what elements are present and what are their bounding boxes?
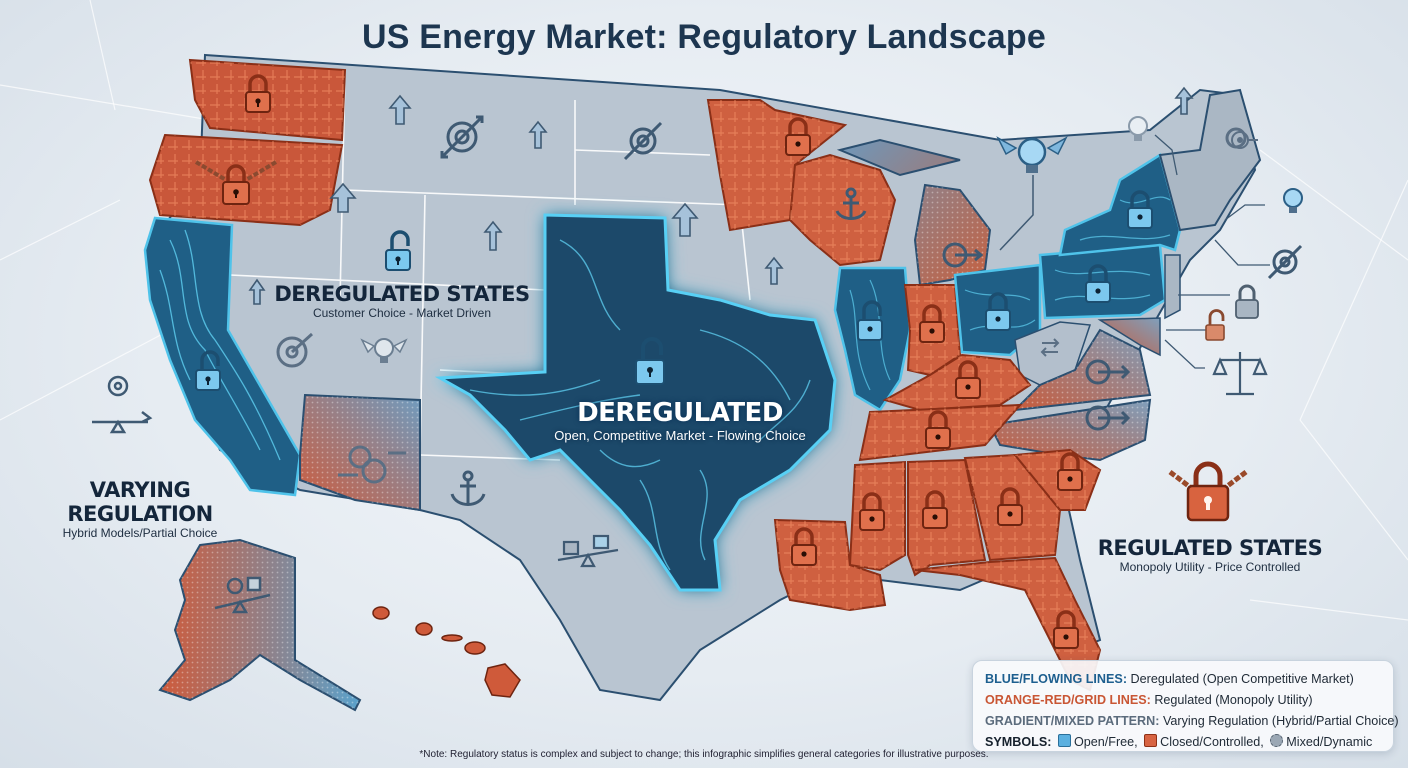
footnote: *Note: Regulatory status is complex and … [419, 749, 989, 760]
regulated-states-label: REGULATED STATES Monopoly Utility - Pric… [1090, 536, 1330, 574]
regulated-states-title: REGULATED STATES [1097, 536, 1323, 560]
texas-subtitle: Open, Competitive Market - Flowing Choic… [554, 428, 806, 443]
chained-lock-icon [1168, 461, 1248, 522]
gear-icon [1085, 405, 1131, 431]
legend-row-symbols: SYMBOLS: Open/Free, Closed/Controlled, M… [985, 732, 1381, 753]
chained-lock-icon [194, 160, 278, 205]
closed-lock-icon [985, 292, 1011, 331]
closed-lock-icon [859, 492, 885, 531]
state-new-jersey [1164, 254, 1181, 320]
gear-icon [338, 445, 406, 484]
deregulated-states-title: DEREGULATED STATES [274, 282, 530, 306]
closed-lock-icon [955, 360, 981, 399]
legend-key: GRADIENT/MIXED PATTERN: [985, 714, 1160, 728]
open-lock-icon [385, 230, 411, 271]
balance-scale-icon [214, 576, 271, 614]
anchor-icon [450, 470, 486, 506]
open-lock-icon [1057, 734, 1071, 747]
closed-lock-icon [1053, 610, 1079, 649]
closed-lock-icon [1085, 264, 1111, 303]
lightbulb-icon [1283, 188, 1303, 213]
deregulated-states-subtitle: Customer Choice - Market Driven [312, 306, 492, 320]
closed-lock-icon [245, 74, 271, 113]
open-lock-icon [857, 300, 883, 341]
legend-key: SYMBOLS: [985, 735, 1052, 749]
open-lock-icon [195, 350, 221, 391]
legend-text: Deregulated (Open Competitive Market) [1130, 672, 1354, 686]
varying-regulation-label: VARYING REGULATION Hybrid Models/Partial… [40, 478, 240, 540]
open-lock-icon [1205, 309, 1225, 341]
varying-subtitle: Hybrid Models/Partial Choice [62, 526, 218, 540]
deregulated-states-label: DEREGULATED STATES Customer Choice - Mar… [272, 282, 532, 320]
varying-title-line2: REGULATION [67, 502, 213, 526]
symbol-closed-label: Closed/Controlled, [1160, 735, 1264, 749]
legend-row-varying: GRADIENT/MIXED PATTERN: Varying Regulati… [985, 711, 1399, 732]
texas-label: DEREGULATED Open, Competitive Market - F… [540, 398, 820, 443]
legend-key: ORANGE-RED/GRID LINES: [985, 693, 1151, 707]
legend-text: Varying Regulation (Hybrid/Partial Choic… [1162, 714, 1399, 728]
varying-title-line1: VARYING [89, 478, 191, 502]
gear-icon [440, 115, 484, 159]
winged-lightbulb-icon [360, 338, 408, 363]
legend-box: BLUE/FLOWING LINES: Deregulated (Open Co… [972, 660, 1399, 753]
legend-row-deregulated: BLUE/FLOWING LINES: Deregulated (Open Co… [985, 669, 1381, 690]
gear-icon [276, 332, 314, 368]
legend-row-regulated: ORANGE-RED/GRID LINES: Regulated (Monopo… [985, 690, 1381, 711]
state-texas [434, 213, 837, 592]
closed-lock-icon [1127, 190, 1153, 229]
state-hawaii [372, 606, 521, 698]
winged-lightbulb-icon [996, 136, 1068, 173]
closed-lock-icon [919, 304, 945, 343]
legend-key: BLUE/FLOWING LINES: [985, 672, 1128, 686]
gear-icon [623, 121, 663, 161]
page-title: US Energy Market: Regulatory Landscape [361, 18, 1046, 56]
gear-icon [1085, 359, 1131, 385]
anchor-icon [835, 187, 867, 220]
balance-scale-icon [557, 534, 619, 568]
symbol-open-label: Open/Free, [1073, 735, 1138, 749]
closed-lock-icon [1144, 734, 1158, 747]
target-icon [1231, 131, 1258, 149]
regulated-states-subtitle: Monopoly Utility - Price Controlled [1119, 560, 1301, 574]
symbol-mixed-label: Mixed/Dynamic [1286, 735, 1373, 749]
region-new-england [1158, 88, 1262, 232]
balance-scale-icon [1212, 352, 1268, 396]
up-arrow-icons [248, 86, 1194, 305]
lightbulb-icon [1128, 116, 1148, 141]
closed-lock-icon [785, 117, 811, 156]
gear-icon [1270, 734, 1284, 747]
closed-lock-icon [1057, 452, 1083, 491]
legend-text: Regulated (Monopoly Utility) [1154, 693, 1313, 707]
closed-lock-icon [997, 487, 1023, 526]
open-lock-icon [635, 337, 665, 385]
balance-scale-icon [92, 375, 153, 434]
closed-lock-icon [1235, 284, 1259, 319]
state-california [143, 216, 302, 497]
gear-icon [1267, 244, 1303, 280]
texas-title: DEREGULATED [577, 398, 783, 428]
closed-lock-icon [922, 490, 948, 529]
closed-lock-icon [791, 527, 817, 566]
state-maryland [1097, 317, 1161, 357]
closed-lock-icon [925, 410, 951, 449]
gear-icon [942, 242, 984, 268]
